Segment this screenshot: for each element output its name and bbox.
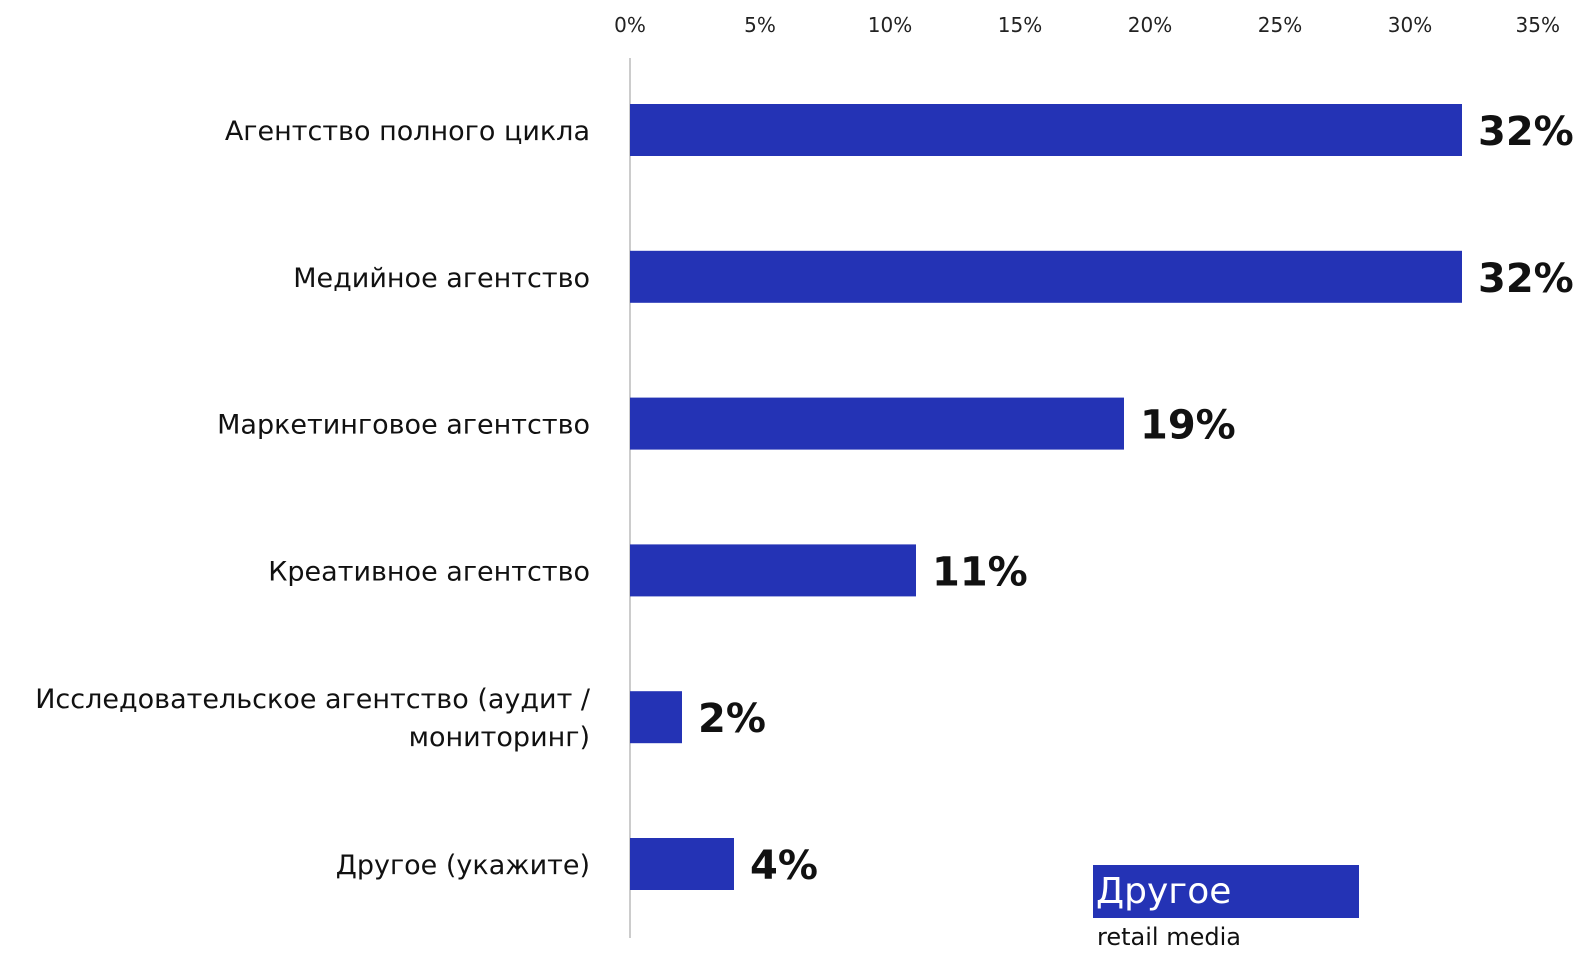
bar bbox=[630, 397, 1124, 450]
legend-swatch bbox=[1093, 865, 1359, 918]
value-label: 11% bbox=[932, 549, 1028, 595]
value-label: 32% bbox=[1478, 256, 1574, 302]
bar bbox=[630, 838, 734, 890]
value-label: 4% bbox=[750, 843, 818, 889]
x-tick-label: 30% bbox=[1388, 13, 1432, 37]
bar bbox=[630, 544, 916, 597]
legend-subtitle: retail media bbox=[1097, 923, 1241, 951]
bar bbox=[630, 691, 682, 744]
category-label: мониторинг) bbox=[409, 722, 590, 753]
category-label: Другое (укажите) bbox=[336, 850, 590, 881]
category-label: Креативное агентство bbox=[268, 556, 590, 587]
x-tick-label: 0% bbox=[614, 13, 646, 37]
bar bbox=[630, 250, 1462, 303]
x-tick-label: 25% bbox=[1258, 13, 1302, 37]
legend-title: Другое bbox=[1096, 871, 1232, 912]
value-label: 19% bbox=[1140, 403, 1236, 449]
category-label: Агентство полного цикла bbox=[225, 116, 590, 147]
x-tick-label: 15% bbox=[998, 13, 1042, 37]
category-label: Исследовательское агентство (аудит / bbox=[35, 684, 591, 715]
value-label: 32% bbox=[1478, 109, 1574, 155]
category-label: Медийное агентство bbox=[293, 263, 590, 294]
x-tick-label: 20% bbox=[1128, 13, 1172, 37]
category-label: Маркетинговое агентство bbox=[217, 410, 590, 441]
x-tick-label: 35% bbox=[1516, 13, 1560, 37]
value-label: 2% bbox=[698, 696, 766, 742]
x-tick-label: 5% bbox=[744, 13, 776, 37]
bar bbox=[630, 104, 1462, 156]
x-tick-label: 10% bbox=[868, 13, 912, 37]
